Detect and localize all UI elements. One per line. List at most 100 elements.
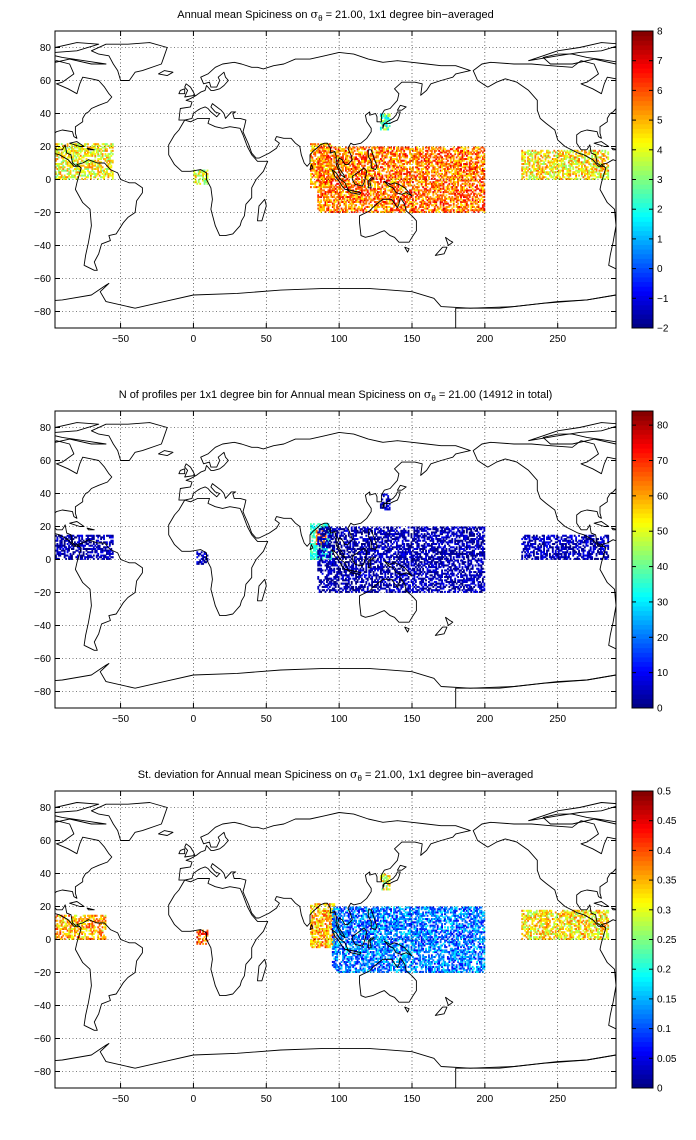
data-cell bbox=[414, 202, 417, 205]
data-cell bbox=[87, 166, 89, 169]
data-cell bbox=[196, 556, 199, 559]
data-cell bbox=[441, 197, 443, 200]
data-cell bbox=[323, 207, 325, 210]
data-cell bbox=[483, 174, 486, 177]
data-cell bbox=[461, 204, 464, 207]
data-cell bbox=[344, 209, 347, 212]
colorbar-segment bbox=[632, 295, 653, 301]
data-cell bbox=[323, 539, 325, 542]
data-cell bbox=[483, 207, 486, 210]
data-cell bbox=[382, 121, 385, 124]
data-cell bbox=[84, 149, 86, 152]
data-cell bbox=[359, 194, 362, 197]
data-cell bbox=[412, 207, 414, 210]
data-cell bbox=[66, 554, 69, 557]
data-cell bbox=[448, 156, 451, 159]
data-cell bbox=[98, 154, 101, 157]
data-cell bbox=[111, 536, 114, 539]
data-cell bbox=[581, 166, 583, 169]
data-cell bbox=[483, 156, 486, 159]
data-cell bbox=[372, 192, 375, 195]
data-cell bbox=[458, 169, 461, 172]
data-cell bbox=[477, 171, 480, 174]
data-cell bbox=[59, 552, 62, 555]
data-cell bbox=[397, 209, 400, 212]
colorbar-segment bbox=[632, 263, 653, 269]
data-cell bbox=[390, 159, 392, 162]
data-cell bbox=[328, 159, 331, 162]
data-cell bbox=[525, 166, 528, 169]
data-cell bbox=[441, 176, 443, 179]
data-cell bbox=[390, 199, 392, 202]
coastline bbox=[158, 70, 174, 77]
data-cell bbox=[382, 207, 385, 210]
data-cell bbox=[559, 159, 562, 162]
data-cell bbox=[444, 209, 446, 212]
data-cell bbox=[441, 199, 443, 202]
data-cell bbox=[381, 210, 384, 213]
data-cell bbox=[340, 209, 343, 212]
data-cell bbox=[318, 166, 321, 169]
colorbar-segment bbox=[632, 304, 653, 310]
data-cell bbox=[315, 539, 318, 542]
data-cell bbox=[397, 199, 400, 202]
data-cell bbox=[426, 199, 429, 202]
data-cell bbox=[56, 174, 59, 177]
data-cell bbox=[355, 199, 358, 202]
data-cell bbox=[569, 156, 572, 159]
data-cell bbox=[359, 161, 362, 164]
data-cell bbox=[393, 154, 395, 157]
data-cell bbox=[347, 186, 350, 189]
data-cell bbox=[361, 164, 363, 167]
data-cell bbox=[572, 166, 575, 169]
data-cell bbox=[481, 189, 484, 192]
data-cell bbox=[394, 181, 397, 184]
data-cell bbox=[60, 153, 63, 156]
data-cell bbox=[91, 166, 94, 169]
data-cell bbox=[377, 153, 379, 156]
data-cell bbox=[352, 163, 355, 166]
data-cell bbox=[342, 200, 344, 203]
data-cell bbox=[414, 196, 417, 199]
data-cell bbox=[363, 161, 366, 164]
data-cell bbox=[442, 184, 445, 187]
data-cell bbox=[339, 161, 341, 164]
data-cell bbox=[318, 200, 321, 203]
data-cell bbox=[353, 181, 356, 184]
data-cell bbox=[378, 187, 381, 190]
data-cell bbox=[368, 205, 371, 208]
data-cell bbox=[107, 164, 110, 167]
data-cell bbox=[203, 182, 206, 185]
data-cell bbox=[323, 164, 325, 167]
data-cell bbox=[379, 149, 382, 152]
data-cell bbox=[100, 171, 103, 174]
data-cell bbox=[103, 177, 105, 180]
data-cell bbox=[464, 166, 467, 169]
data-cell bbox=[444, 148, 446, 151]
data-cell bbox=[461, 199, 464, 202]
data-cell bbox=[569, 177, 572, 180]
data-cell bbox=[355, 194, 358, 197]
data-cell bbox=[69, 166, 72, 169]
data-cell bbox=[371, 166, 374, 169]
data-cell bbox=[75, 159, 78, 162]
data-cell bbox=[356, 209, 359, 212]
data-cell bbox=[556, 159, 559, 162]
data-cell bbox=[541, 174, 544, 177]
data-cell bbox=[336, 196, 339, 199]
data-cell bbox=[63, 174, 66, 177]
data-cell bbox=[543, 161, 545, 164]
data-cell bbox=[326, 543, 328, 546]
data-cell bbox=[343, 179, 346, 182]
data-cell bbox=[458, 207, 461, 210]
data-cell bbox=[463, 186, 465, 189]
data-cell bbox=[194, 174, 197, 177]
data-cell bbox=[361, 151, 363, 154]
data-cell bbox=[537, 177, 540, 180]
data-cell bbox=[333, 189, 336, 192]
data-cell bbox=[366, 181, 369, 184]
data-cell bbox=[454, 159, 457, 162]
data-cell bbox=[78, 544, 81, 547]
data-cell bbox=[420, 196, 423, 199]
data-cell bbox=[527, 161, 529, 164]
